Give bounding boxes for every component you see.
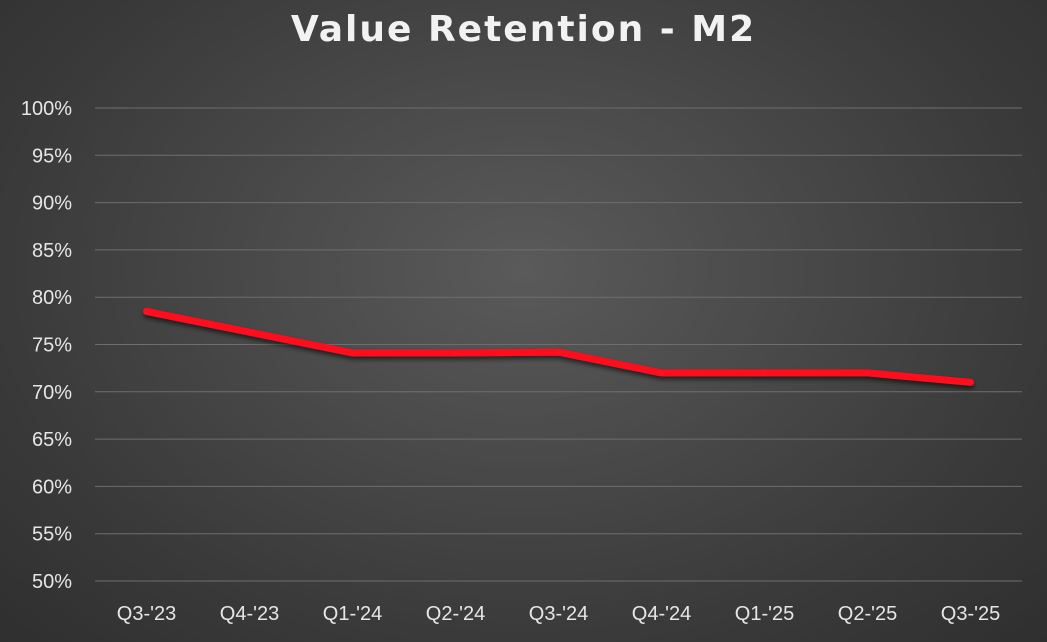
y-tick-label: 70% <box>32 382 72 404</box>
x-tick-label: Q3-'25 <box>941 603 1000 625</box>
data-point <box>967 379 974 386</box>
y-tick-label: 100% <box>21 98 72 120</box>
x-tick-label: Q3-'23 <box>117 603 176 625</box>
series-line <box>143 307 974 386</box>
x-tick-label: Q2-'25 <box>838 603 897 625</box>
y-tick-label: 95% <box>32 145 72 167</box>
y-tick-label: 65% <box>32 429 72 451</box>
y-tick-label: 75% <box>32 335 72 357</box>
x-tick-label: Q2-'24 <box>426 603 485 625</box>
x-tick-label: Q3-'24 <box>529 603 588 625</box>
data-point <box>864 369 871 376</box>
x-tick-label: Q1-'25 <box>735 603 794 625</box>
x-tick-label: Q4-'23 <box>220 603 279 625</box>
data-point <box>761 369 768 376</box>
y-tick-label: 60% <box>32 476 72 498</box>
data-point <box>143 308 150 315</box>
y-tick-label: 50% <box>32 571 72 593</box>
x-tick-label: Q1-'24 <box>323 603 382 625</box>
y-tick-label: 55% <box>32 524 72 546</box>
x-tick-label: Q4-'24 <box>632 603 691 625</box>
y-tick-label: 85% <box>32 240 72 262</box>
data-point <box>658 369 665 376</box>
data-point <box>452 350 459 357</box>
chart-title: Value Retention - M2 <box>290 9 757 50</box>
data-point <box>246 329 253 336</box>
data-point <box>555 349 562 356</box>
y-tick-label: 80% <box>32 287 72 309</box>
y-tick-label: 90% <box>32 193 72 215</box>
data-point <box>349 350 356 357</box>
